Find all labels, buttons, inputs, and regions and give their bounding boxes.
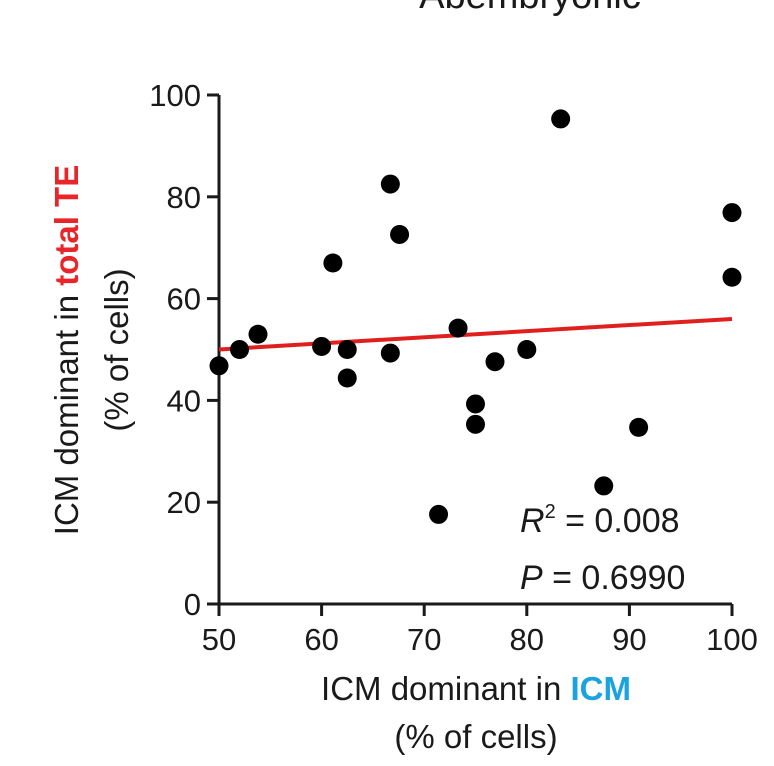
data-point-14 — [485, 352, 505, 372]
y-tick-label-5: 100 — [149, 78, 201, 113]
chart-title: Abembryonic — [419, 0, 641, 17]
y-tick-label-0: 0 — [184, 587, 201, 622]
data-point-10 — [429, 504, 449, 524]
data-point-15 — [517, 340, 537, 359]
x-tick-label-0: 50 — [202, 622, 236, 657]
y-axis-label-highlight: total TE — [48, 165, 85, 286]
x-axis-label-highlight: ICM — [570, 670, 631, 707]
data-point-17 — [594, 476, 614, 496]
data-point-0 — [209, 356, 229, 376]
p-value-symbol: P — [520, 559, 543, 597]
data-point-5 — [337, 340, 357, 359]
x-tick-label-4: 90 — [612, 622, 646, 657]
data-point-12 — [466, 394, 485, 414]
y-tick-label-4: 80 — [167, 180, 201, 215]
data-point-7 — [380, 174, 400, 194]
x-axis-units: (% of cells) — [394, 718, 557, 755]
data-point-3 — [312, 336, 332, 356]
r-squared-value: = 0.008 — [556, 502, 680, 540]
data-point-20 — [722, 267, 742, 287]
data-point-1 — [230, 340, 250, 359]
x-tick-label-5: 100 — [706, 622, 758, 657]
data-point-11 — [448, 318, 468, 338]
p-value-annotation: P = 0.6990 — [520, 559, 685, 597]
data-point-19 — [722, 203, 742, 223]
r-squared-annotation: R2 = 0.008 — [520, 501, 680, 540]
data-point-13 — [466, 414, 485, 434]
data-point-2 — [248, 324, 268, 344]
x-axis-label: ICM dominant in ICM — [321, 670, 631, 707]
data-point-6 — [337, 368, 357, 388]
y-axis-label: ICM dominant in total TE — [48, 165, 85, 535]
data-point-18 — [629, 417, 649, 437]
data-point-9 — [390, 224, 410, 244]
data-point-4 — [323, 253, 343, 273]
y-tick-label-2: 40 — [167, 383, 201, 418]
r-squared-symbol: R — [520, 502, 545, 540]
x-tick-label-3: 80 — [510, 622, 544, 657]
y-ticks: 0 20 40 60 80 100 — [149, 78, 219, 622]
y-axis-units: (% of cells) — [98, 268, 135, 431]
x-tick-label-1: 60 — [304, 622, 338, 657]
r-squared-superscript: 2 — [545, 501, 556, 523]
data-point-16 — [551, 109, 571, 129]
p-value-value: = 0.6990 — [543, 559, 686, 597]
regression-line — [218, 316, 733, 352]
data-points — [209, 109, 742, 524]
y-tick-label-1: 20 — [167, 485, 201, 520]
x-tick-label-2: 70 — [407, 622, 441, 657]
data-point-8 — [380, 343, 400, 363]
x-axis-label-prefix: ICM dominant in — [321, 670, 570, 707]
y-axis-label-prefix: ICM dominant in — [48, 286, 85, 535]
x-ticks: 50 60 70 80 90 100 — [202, 604, 758, 657]
y-tick-label-3: 60 — [167, 282, 201, 317]
